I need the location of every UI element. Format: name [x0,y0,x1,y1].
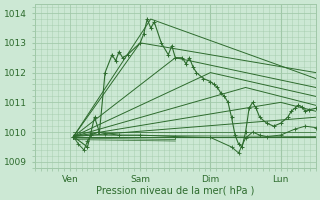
X-axis label: Pression niveau de la mer( hPa ): Pression niveau de la mer( hPa ) [96,186,254,196]
